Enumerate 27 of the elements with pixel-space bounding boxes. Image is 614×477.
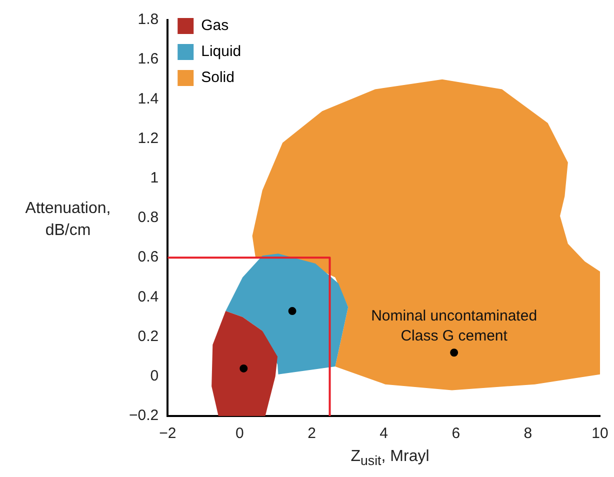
y-tick-label: 0.8 [138,209,159,226]
x-tick-label: −2 [159,425,176,442]
x-tick-label: 10 [592,425,608,442]
annotation: Nominal uncontaminated Class G cement [371,308,538,345]
x-axis-title: Z$_{usit}$, Mrayl [350,448,430,468]
point [240,364,248,372]
point [288,307,296,316]
y-tick-label: 0.4 [138,288,159,306]
y-tick-label: 1.6 [138,50,159,68]
x-tick-label: 2 [308,425,316,442]
x-tick-label: 4 [380,425,388,442]
y-axis-title: Attenuation, dB/cm [24,199,112,241]
y-tick-label: 1.8 [138,11,159,28]
y-tick-label: 1.2 [138,130,159,147]
y-tick-label: −0.2 [128,407,159,424]
x-tick-label: 8 [524,425,532,442]
point [450,348,458,357]
y-tick-label: 0.6 [138,248,159,266]
x-tick-label: 0 [236,425,244,442]
x-tick-label: 6 [452,425,460,442]
legend-label: Gas [201,17,229,34]
y-tick-label: 0 [150,368,159,385]
legend-label: Solid [201,69,234,86]
y-tick-label: 1 [150,170,159,187]
y-tick-label: 0.2 [138,328,159,345]
y-tick-label: 1.4 [138,90,159,108]
legend-label: Liquid [201,43,242,60]
